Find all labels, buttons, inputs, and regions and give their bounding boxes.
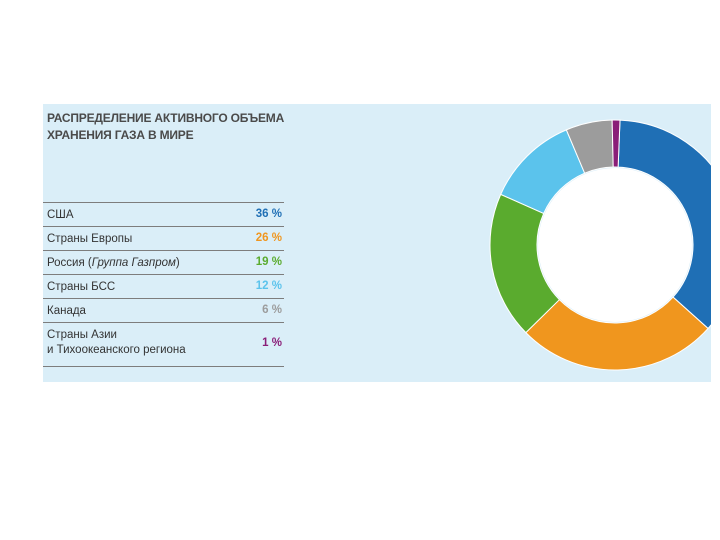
donut-slice-5 <box>611 119 621 168</box>
donut-hole <box>538 168 692 322</box>
legend-row-europe: Страны Европы 26 % <box>43 226 284 250</box>
chart-panel: РАСПРЕДЕЛЕНИЕ АКТИВНОГО ОБЪЕМА ХРАНЕНИЯ … <box>43 104 711 382</box>
legend-label: Россия (Группа Газпром) <box>47 256 180 271</box>
legend-row-russia: Россия (Группа Газпром) 19 % <box>43 250 284 274</box>
legend-label: Страны Европы <box>47 233 133 245</box>
legend-value: 36 % <box>255 208 282 220</box>
legend-value: 12 % <box>255 280 282 292</box>
legend-row-asia: Страны Азии и Тихоокеанского региона 1 % <box>43 322 284 367</box>
legend-row-usa: США 36 % <box>43 202 284 226</box>
legend-row-bss: Страны БСС 12 % <box>43 274 284 298</box>
legend-value: 19 % <box>255 256 282 268</box>
legend-label: США <box>47 209 74 221</box>
legend-label-main: Россия ( <box>47 257 92 269</box>
legend-label: Страны БСС <box>47 281 116 293</box>
legend-value: 1 % <box>262 337 282 349</box>
donut-chart <box>489 119 711 371</box>
legend-label-end: ) <box>175 257 180 269</box>
legend-label: Страны Азии и Тихоокеанского региона <box>47 328 186 358</box>
legend-value: 26 % <box>255 232 282 244</box>
legend-label: Канада <box>47 305 86 317</box>
legend-label-italic: Группа Газпром <box>91 257 176 269</box>
legend-row-canada: Канада 6 % <box>43 298 284 322</box>
donut-slice-0 <box>617 119 711 330</box>
legend-label-line2: и Тихоокеанского региона <box>47 344 186 356</box>
legend-value: 6 % <box>262 304 282 316</box>
legend-table: США 36 % Страны Европы 26 % Россия (Груп… <box>43 202 284 367</box>
legend-label-line1: Страны Азии <box>47 329 117 341</box>
chart-title: РАСПРЕДЕЛЕНИЕ АКТИВНОГО ОБЪЕМА ХРАНЕНИЯ … <box>47 111 285 142</box>
